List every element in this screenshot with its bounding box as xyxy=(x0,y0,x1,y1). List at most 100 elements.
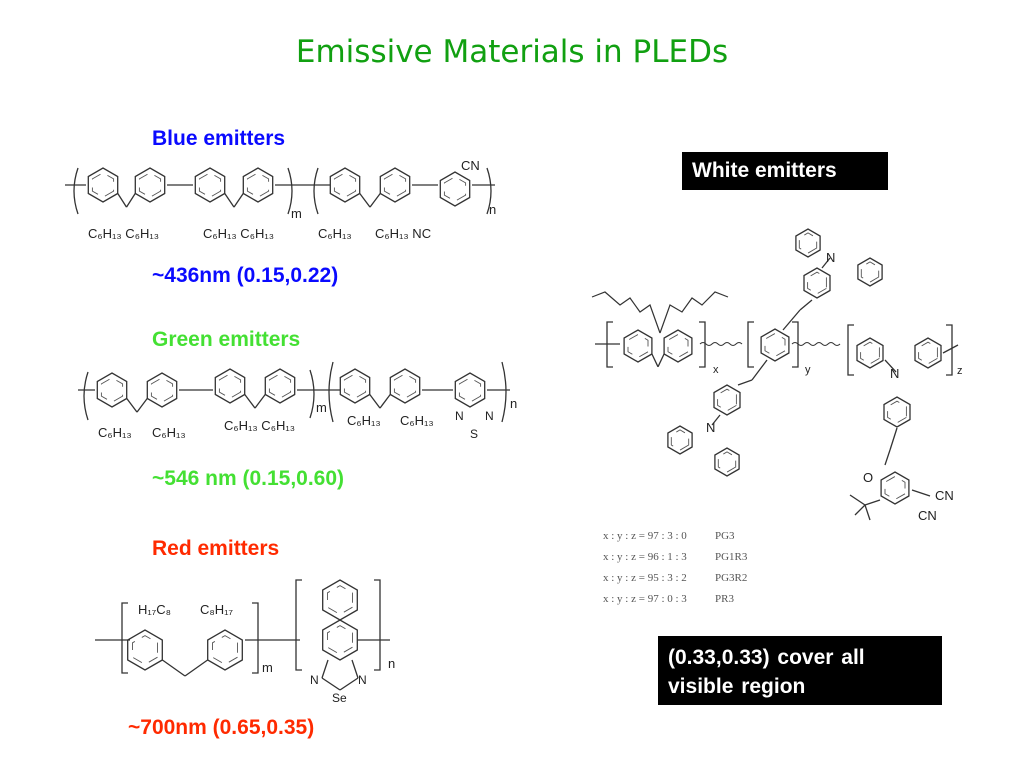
hexyl-chain xyxy=(591,291,661,334)
benzene-ring xyxy=(87,167,119,203)
benzene-ring xyxy=(857,257,883,287)
bond xyxy=(359,193,371,208)
benzene-ring xyxy=(795,228,821,258)
bond xyxy=(651,353,659,368)
bond xyxy=(711,414,721,426)
benzene-ring xyxy=(454,372,486,408)
bond xyxy=(864,499,881,506)
atom-label: n xyxy=(489,202,496,217)
benzene-ring xyxy=(439,171,471,207)
vinylene-bond xyxy=(782,309,801,331)
bond xyxy=(125,193,136,208)
ratio: x : y : z = 97 : 3 : 0 xyxy=(603,530,687,542)
bond xyxy=(321,677,341,691)
ring-bond xyxy=(132,635,158,665)
atom-label: N xyxy=(706,420,715,435)
bond xyxy=(321,659,329,679)
benzene-ring xyxy=(379,167,411,203)
hexyl-chain xyxy=(659,291,729,334)
parenthesis xyxy=(287,167,293,215)
bracket xyxy=(699,321,706,368)
bond xyxy=(339,677,359,691)
atom-label: m xyxy=(316,400,327,415)
green-emitters-heading: Green emitters xyxy=(152,328,301,351)
bond xyxy=(737,379,753,386)
ring-bond xyxy=(918,341,938,365)
ring-bond xyxy=(268,373,292,399)
benzene-ring xyxy=(264,368,296,404)
ratio: x : y : z = 95 : 3 : 2 xyxy=(603,572,687,584)
benzene-ring xyxy=(329,167,361,203)
blue-emission-value: ~436nm (0.15,0.22) xyxy=(152,264,339,287)
atom-label: C₆H₁₃ xyxy=(400,413,434,428)
atom-label: C₈H₁₇ xyxy=(200,602,234,617)
atom-label: C₆H₁₃ xyxy=(318,226,352,241)
bond xyxy=(369,394,381,409)
ring-bond xyxy=(333,172,357,198)
vinylene-bond xyxy=(751,359,768,381)
atom-label: N xyxy=(358,673,367,687)
atom-label: N xyxy=(826,250,835,265)
bond xyxy=(351,659,359,679)
vinylene-bond xyxy=(799,299,813,311)
polymer-name: PG3R2 xyxy=(715,572,748,584)
green-emission-value: ~546 nm (0.15,0.60) xyxy=(152,467,345,490)
benzene-ring xyxy=(339,368,371,404)
benzene-ring xyxy=(856,337,884,369)
atom-label: N xyxy=(310,673,319,687)
ring-bond xyxy=(887,400,907,424)
bond xyxy=(254,394,266,409)
bond xyxy=(849,494,866,506)
ring-bond xyxy=(443,176,467,202)
bracket xyxy=(946,324,953,376)
ring-bond xyxy=(393,373,417,399)
ring-bond xyxy=(717,451,737,473)
atom-label: C₆H₁₃ xyxy=(98,425,132,440)
bond xyxy=(117,193,128,208)
ratio: x : y : z = 97 : 0 : 3 xyxy=(603,593,687,605)
atom-label: N xyxy=(890,366,899,381)
benzene-ring xyxy=(803,267,831,299)
atom-label: CN xyxy=(461,158,480,173)
bond xyxy=(126,398,138,413)
wavy-bond xyxy=(791,342,841,346)
slide-title: Emissive Materials in PLEDs xyxy=(295,34,729,70)
atom-label: y xyxy=(805,364,811,376)
benzene-ring xyxy=(127,629,163,671)
bracket xyxy=(792,321,799,368)
ring-bond xyxy=(218,373,242,399)
benzene-ring xyxy=(623,329,653,363)
blue-emitters-heading: Blue emitters xyxy=(152,127,286,150)
bond xyxy=(911,489,931,497)
bond xyxy=(821,257,831,269)
atom-label: CN xyxy=(935,488,954,503)
bond xyxy=(233,193,244,208)
benzene-ring xyxy=(146,372,178,408)
ring-bond xyxy=(138,172,162,198)
polymer-name: PG3 xyxy=(715,530,735,542)
atom-label: O xyxy=(863,470,873,485)
ring-bond xyxy=(717,388,737,412)
benzene-ring xyxy=(714,447,740,477)
bond xyxy=(162,659,186,677)
parenthesis xyxy=(73,167,79,215)
benzene-ring xyxy=(883,396,911,428)
ring-bond xyxy=(860,261,880,283)
benzene-ring xyxy=(760,328,790,362)
atom-label: n xyxy=(510,396,517,411)
atom-label: C₆H₁₃ C₆H₁₃ xyxy=(224,418,295,433)
ring-bond xyxy=(100,377,124,403)
ring-bond xyxy=(764,332,786,358)
atom-label: S xyxy=(470,427,478,441)
bracket xyxy=(295,579,302,671)
parenthesis xyxy=(486,167,492,215)
chain-bond xyxy=(942,344,959,354)
benzene-ring xyxy=(667,425,693,455)
white-emission-note: (0.33,0.33) cover all visible region xyxy=(658,636,942,705)
ring-bond xyxy=(343,373,367,399)
atom-label: m xyxy=(262,660,273,675)
ring-bond xyxy=(327,585,353,615)
atom-label: C₆H₁₃ xyxy=(347,413,381,428)
